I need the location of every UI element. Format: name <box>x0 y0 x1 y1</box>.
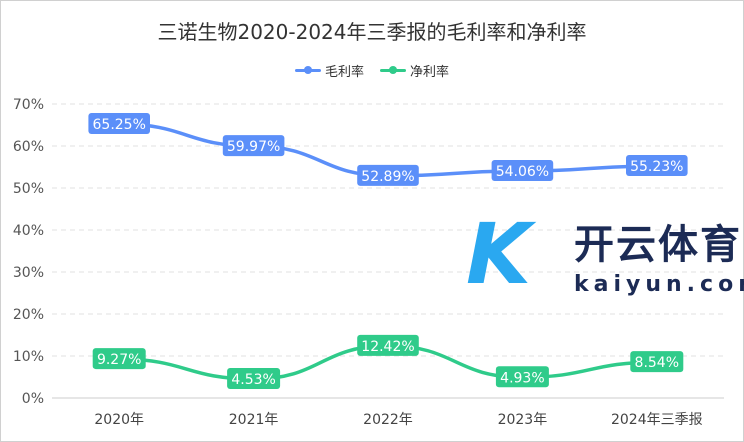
x-tick-label: 2024年三季报 <box>611 412 703 428</box>
data-label: 65.25% <box>93 117 146 133</box>
data-label: 52.89% <box>361 169 414 185</box>
y-tick-label: 70% <box>13 97 44 113</box>
data-label-bg <box>630 351 684 373</box>
data-label: 4.93% <box>500 370 544 386</box>
y-tick-label: 20% <box>13 307 44 323</box>
data-label-bg <box>495 366 549 388</box>
y-tick-label: 0% <box>22 391 44 407</box>
x-tick-label: 2021年 <box>229 412 279 428</box>
y-tick-label: 40% <box>13 223 44 239</box>
legend-swatch <box>294 66 321 74</box>
data-label: 55.23% <box>630 159 683 175</box>
data-label: 4.53% <box>231 372 275 388</box>
x-tick-label: 2023年 <box>498 412 548 428</box>
data-label-bg <box>491 159 554 181</box>
data-label-bg <box>357 164 419 186</box>
data-label: 59.97% <box>227 139 280 155</box>
y-tick-label: 60% <box>13 139 44 155</box>
data-label: 8.54% <box>635 355 679 371</box>
data-label-bg <box>626 155 688 177</box>
data-label-bg <box>222 135 285 157</box>
data-label-bg <box>92 348 146 370</box>
data-label: 12.42% <box>361 339 414 355</box>
data-label: 9.27% <box>97 352 141 368</box>
data-label-bg <box>227 367 281 389</box>
legend-label: 净利率 <box>410 65 450 80</box>
x-tick-label: 2020年 <box>94 412 144 428</box>
legend-label: 毛利率 <box>324 65 364 80</box>
data-label: 54.06% <box>496 164 549 180</box>
y-tick-label: 10% <box>13 349 44 365</box>
y-tick-label: 50% <box>13 181 44 197</box>
legend-item-net-margin[interactable]: 净利率 <box>380 61 449 80</box>
legend: 毛利率 净利率 <box>0 61 744 80</box>
legend-item-gross-margin[interactable]: 毛利率 <box>294 61 364 80</box>
data-label-bg <box>357 334 419 356</box>
chart-title: 三诺生物2020-2024年三季报的毛利率和净利率 <box>157 20 587 44</box>
y-tick-label: 30% <box>13 265 44 281</box>
data-label-bg <box>88 112 150 134</box>
legend-swatch <box>380 66 406 74</box>
x-tick-label: 2022年 <box>363 412 413 428</box>
